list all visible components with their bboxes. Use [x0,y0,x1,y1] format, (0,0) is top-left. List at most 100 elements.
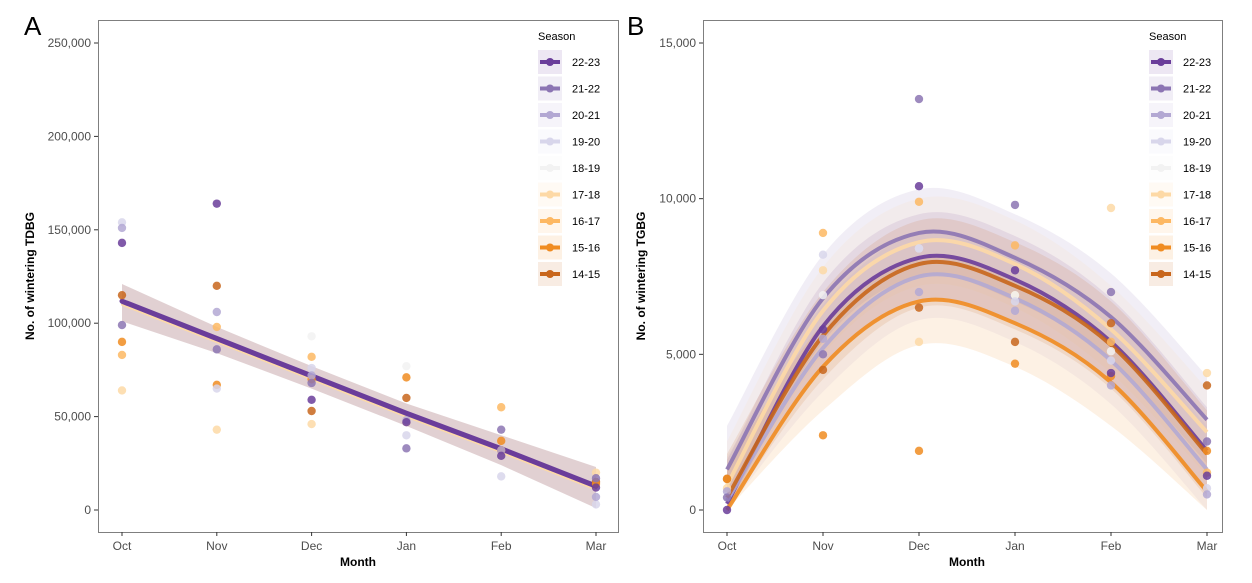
point-22-23 [1010,266,1020,275]
point-21-22 [914,94,924,104]
legend-key-point [546,270,554,278]
ci-band-14-15 [727,218,1207,511]
point-17-18 [818,266,828,275]
point-22-23 [497,451,506,461]
legend-key-point [1157,217,1165,225]
legend-label: 22-23 [572,57,600,69]
x-tick-label: Oct [718,539,737,553]
panel-b-legend: Season 22-23 21-22 20-21 19-20 18-19 17-18 16-1… [1149,31,1211,286]
legend-key-point [1157,111,1165,119]
point-19-20 [1106,356,1116,365]
point-16-17 [307,352,316,362]
point-22-23 [818,325,828,334]
point-14-15 [117,290,127,300]
point-15-16 [1202,446,1212,456]
point-22-23 [307,395,316,404]
point-21-22 [1202,437,1212,446]
point-20-21 [1010,306,1020,315]
x-tick-label: Mar [1197,539,1218,553]
panel-a-y-axis: 0 50,000 100,000 150,000 200,000 250,000 [48,36,98,517]
point-20-21 [307,371,316,380]
x-tick-label: Jan [397,539,416,553]
panel-a-y-axis-title: No. of wintering TDBG [23,212,37,340]
point-16-17 [212,322,221,332]
point-22-23 [1202,471,1212,480]
point-16-17 [497,403,506,412]
point-21-22 [1010,200,1020,210]
point-20-21 [212,307,221,317]
point-22-23 [722,505,732,515]
point-14-15 [818,365,828,375]
fit-curve-22-23 [725,253,1209,505]
point-21-22 [117,320,127,330]
point-19-20 [307,363,316,373]
point-17-18 [1202,368,1212,378]
legend-label: 20-21 [1183,110,1211,122]
legend-title: Season [1149,31,1186,43]
legend-key-point [1157,137,1165,146]
point-14-15 [1106,319,1116,328]
legend-key-point [1157,58,1165,66]
point-18-19 [307,332,316,341]
y-tick-label: 15,000 [659,36,696,50]
point-19-20 [818,250,828,259]
point-18-19 [1106,347,1116,356]
point-17-18 [1106,203,1116,213]
legend-label: 22-23 [1183,57,1211,69]
ci-band-21-22 [727,187,1207,510]
legend-key-point [1157,84,1165,93]
point-20-21 [818,334,828,343]
y-tick-label: 200,000 [48,129,92,143]
x-tick-label: Jan [1005,539,1024,553]
legend-key-point [546,190,554,199]
point-20-21 [1202,490,1212,499]
fit-curve-20-21 [725,272,1209,502]
point-21-22 [307,378,316,388]
trend-line-17-18 [121,303,597,491]
legend-label: 19-20 [1183,137,1211,149]
point-22-23 [212,199,221,208]
panel-a-legend: Season 22-23 21-22 20-21 19-20 18-19 17-18 16-1… [538,31,600,286]
panel-b-y-axis: 0 5,000 10,000 15,000 [659,36,703,517]
panel-b-fit-curves [725,229,1209,512]
x-tick-label: Feb [491,539,512,553]
legend-label: 17-18 [572,190,600,202]
point-21-22 [818,350,828,359]
x-tick-label: Dec [908,539,929,553]
point-17-18 [914,337,924,347]
y-tick-label: 10,000 [659,192,696,206]
x-tick-label: Mar [586,539,607,553]
point-15-16 [914,446,924,456]
point-19-20 [914,244,924,253]
legend-label: 20-21 [572,110,600,122]
point-17-18 [117,386,127,395]
point-21-22 [212,345,221,354]
legend-label: 17-18 [1183,190,1211,202]
legend-label: 18-19 [1183,163,1211,175]
point-21-22 [402,444,411,453]
point-21-22 [1106,287,1116,297]
fit-curve-21-22 [725,229,1209,471]
point-14-15 [1202,381,1212,390]
point-15-16 [497,436,506,446]
fit-curve-15-16 [725,297,1209,512]
fit-curve-14-15 [725,259,1209,499]
point-18-19 [818,290,828,300]
legend-key-point [546,243,554,252]
y-tick-label: 50,000 [54,410,91,424]
point-14-15 [212,281,221,291]
point-17-18 [307,419,316,429]
legend-label: 16-17 [572,216,600,228]
legend-label: 15-16 [1183,243,1211,255]
panel-b-x-axis: Oct Nov Dec Jan Feb Mar [718,532,1218,553]
legend-label: 21-22 [572,84,600,96]
point-20-21 [591,492,601,502]
legend-key-point [546,164,554,172]
point-17-18 [212,425,221,434]
panel-a-points [117,199,601,509]
point-14-15 [402,393,411,403]
point-21-22 [722,493,732,502]
legend-label: 18-19 [572,163,600,175]
point-16-17 [818,228,828,238]
